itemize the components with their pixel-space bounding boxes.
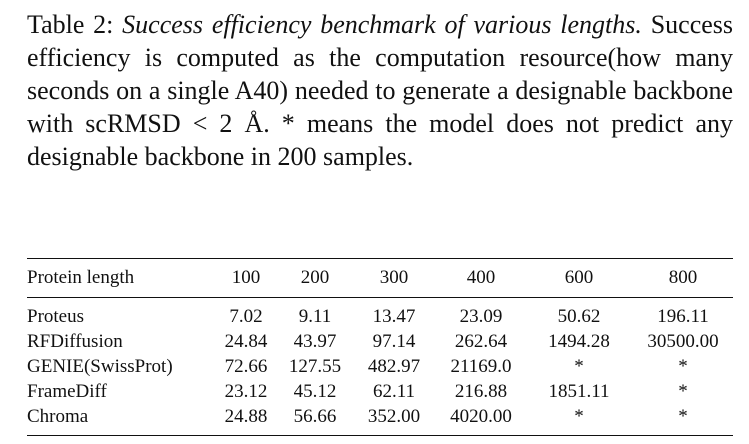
model-name: FrameDiff <box>27 381 107 402</box>
table-cell: 62.11 <box>372 381 416 402</box>
caption-label: Table 2: <box>27 10 123 39</box>
table-cell: 4020.00 <box>450 406 512 427</box>
table-cell: 30500.00 <box>647 331 719 352</box>
table-cell: 7.02 <box>229 306 263 327</box>
table-row: GENIE(SwissProt) 72.66 127.55 482.97 211… <box>27 354 733 379</box>
table-cell: 262.64 <box>454 331 508 352</box>
table-cell: * <box>678 356 688 377</box>
header-200: 200 <box>300 267 330 288</box>
caption-body: Success efficiency is computed as the co… <box>27 10 734 171</box>
table-row: FrameDiff 23.12 45.12 62.11 216.88 1851.… <box>27 379 733 404</box>
table-cell: 24.88 <box>224 406 268 427</box>
table-cell: 56.66 <box>293 406 337 427</box>
table-cell: 43.97 <box>293 331 337 352</box>
table-cell: 72.66 <box>224 356 268 377</box>
results-table: Protein length 100 200 300 400 600 800 P… <box>27 258 733 436</box>
table-row: Proteus 7.02 9.11 13.47 23.09 50.62 196.… <box>27 298 733 330</box>
results-table-container: Protein length 100 200 300 400 600 800 P… <box>27 258 733 436</box>
table-header-row: Protein length 100 200 300 400 600 800 <box>27 258 733 298</box>
table-cell: 127.55 <box>288 356 342 377</box>
table-cell: 23.12 <box>224 381 268 402</box>
model-name: Proteus <box>27 306 84 327</box>
table-cell: 482.97 <box>367 356 421 377</box>
table-cell: 9.11 <box>298 306 332 327</box>
header-400: 400 <box>466 267 496 288</box>
table-cell: 45.12 <box>293 381 337 402</box>
table-cell: * <box>574 356 584 377</box>
header-800: 800 <box>668 267 698 288</box>
table-cell: * <box>678 406 688 427</box>
table-cell: 216.88 <box>454 381 508 402</box>
header-100: 100 <box>231 267 261 288</box>
header-protein-length: Protein length <box>27 267 135 288</box>
header-600: 600 <box>564 267 594 288</box>
table-cell: * <box>574 406 584 427</box>
table-cell: 24.84 <box>224 331 268 352</box>
table-cell: 23.09 <box>459 306 503 327</box>
header-300: 300 <box>379 267 409 288</box>
table-cell: * <box>678 381 688 402</box>
table-cell: 50.62 <box>557 306 601 327</box>
caption-title: Success efficiency benchmark of various … <box>122 10 642 39</box>
model-name: RFDiffusion <box>27 331 123 352</box>
table-cell: 196.11 <box>657 306 709 327</box>
table-caption: Table 2: Success efficiency benchmark of… <box>27 8 733 173</box>
table-cell: 97.14 <box>372 331 416 352</box>
table-cell: 1851.11 <box>548 381 610 402</box>
table-cell: 21169.0 <box>450 356 512 377</box>
table-row: Chroma 24.88 56.66 352.00 4020.00 * * <box>27 404 733 436</box>
model-name: GENIE(SwissProt) <box>27 356 173 377</box>
table-cell: 1494.28 <box>548 331 610 352</box>
model-name: Chroma <box>27 406 89 427</box>
table-row: RFDiffusion 24.84 43.97 97.14 262.64 149… <box>27 329 733 354</box>
table-cell: 352.00 <box>367 406 421 427</box>
table-cell: 13.47 <box>372 306 416 327</box>
